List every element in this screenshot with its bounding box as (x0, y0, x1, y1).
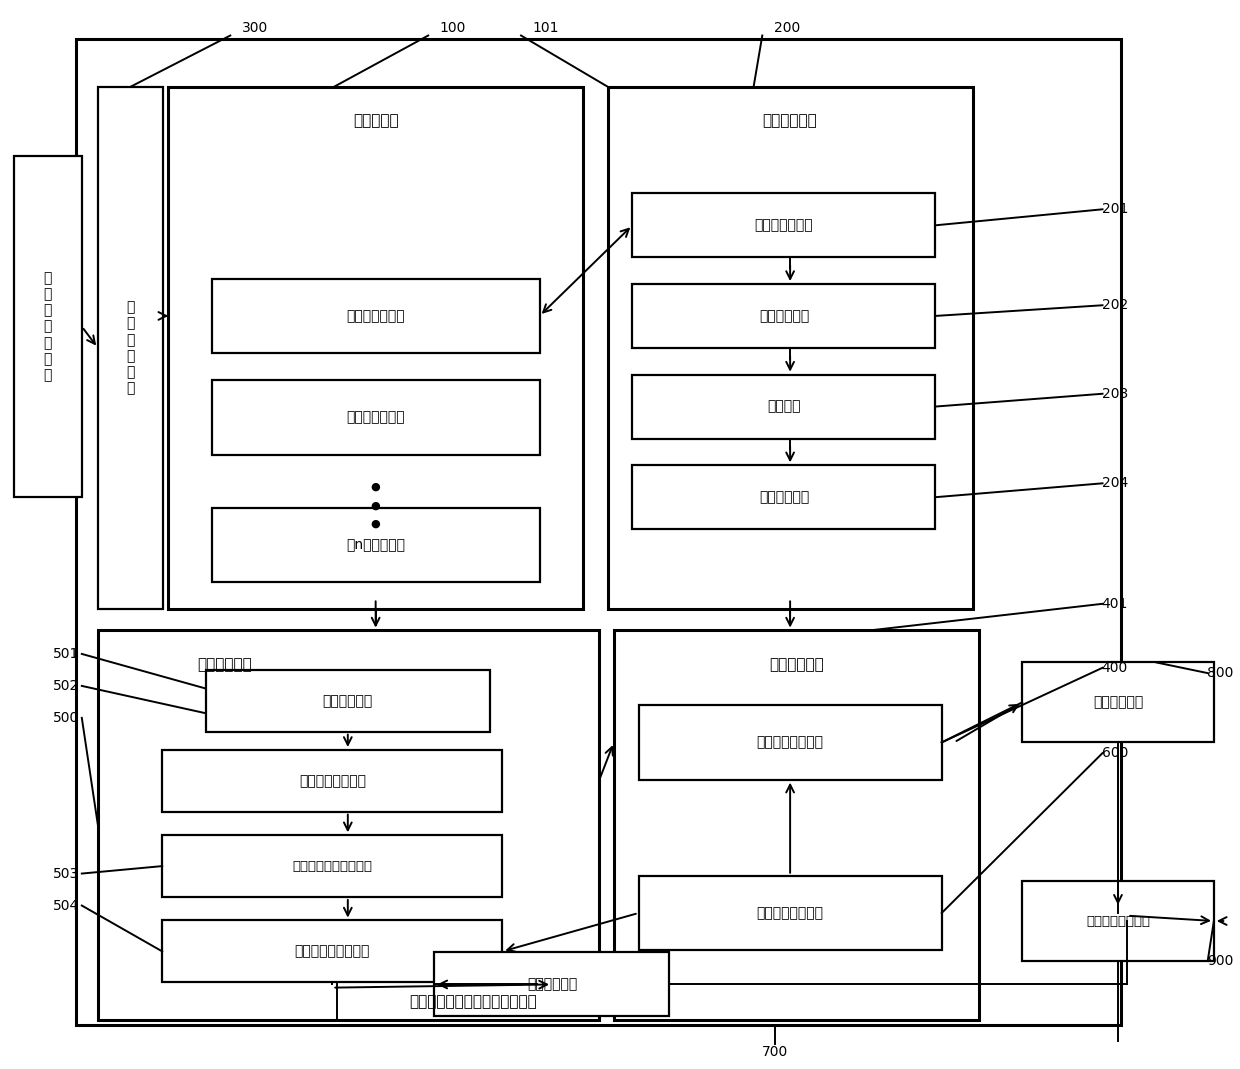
Text: ●: ● (371, 518, 381, 529)
Text: 401: 401 (1101, 597, 1128, 610)
Bar (162, 835, 502, 897)
Bar (632, 374, 935, 438)
Bar (162, 920, 502, 982)
Text: 501: 501 (52, 647, 79, 661)
Text: 204: 204 (1102, 477, 1128, 491)
Text: 牌型输入接口: 牌型输入接口 (322, 694, 373, 708)
Bar (632, 465, 935, 529)
Text: 扑克牌逻辑值生成单元: 扑克牌逻辑值生成单元 (293, 859, 372, 872)
Bar (608, 87, 972, 609)
Text: 存储空间生成单元: 存储空间生成单元 (299, 774, 366, 788)
Text: 外部指令接收模块: 外部指令接收模块 (756, 907, 823, 920)
Text: 二维动态数据结构: 二维动态数据结构 (756, 735, 823, 749)
Text: 400: 400 (1102, 661, 1128, 675)
Text: 随机抽样单元: 随机抽样单元 (759, 309, 808, 323)
Bar (14, 156, 82, 497)
Text: 第二牌型配置表: 第二牌型配置表 (346, 410, 405, 424)
Text: 700: 700 (761, 1044, 787, 1058)
Bar (639, 706, 941, 779)
Text: 200: 200 (774, 21, 800, 35)
Text: 900: 900 (1207, 954, 1234, 969)
Bar (632, 284, 935, 347)
Text: 扑克牌牌型序列的数据处理系统: 扑克牌牌型序列的数据处理系统 (409, 994, 537, 1009)
Text: ●: ● (371, 500, 381, 511)
Text: 第n牌型配置表: 第n牌型配置表 (346, 538, 405, 553)
Text: 800: 800 (1207, 666, 1234, 680)
Text: 模型构建模块: 模型构建模块 (769, 657, 823, 672)
Bar (614, 631, 978, 1020)
Text: 504: 504 (52, 899, 79, 913)
Bar (169, 87, 583, 609)
Text: 600: 600 (1101, 746, 1128, 760)
Bar (162, 749, 502, 811)
Text: 502: 502 (52, 679, 79, 693)
Text: 牌序生成模块: 牌序生成模块 (197, 657, 252, 672)
Text: 牌型配置库: 牌型配置库 (353, 113, 398, 128)
Text: 配
置
库
测
试
接
口: 配 置 库 测 试 接 口 (43, 270, 52, 383)
Bar (212, 379, 539, 454)
Text: 牌型抽样模块: 牌型抽样模块 (763, 113, 817, 128)
Text: 203: 203 (1102, 387, 1128, 401)
Text: 100: 100 (440, 21, 466, 35)
Text: 202: 202 (1102, 298, 1128, 312)
Bar (212, 508, 539, 583)
Bar (206, 670, 490, 732)
Text: 指令接收接口: 指令接收接口 (1092, 696, 1143, 710)
Bar (76, 38, 1121, 1025)
Text: 300: 300 (242, 21, 268, 35)
Text: 牌型生成单元: 牌型生成单元 (759, 491, 808, 505)
Text: 503: 503 (52, 867, 79, 881)
Text: 500: 500 (52, 711, 79, 725)
Text: 配置表调用单元: 配置表调用单元 (755, 218, 813, 232)
Bar (98, 87, 164, 609)
Text: 201: 201 (1101, 202, 1128, 216)
Bar (98, 631, 599, 1020)
Text: 查找单元: 查找单元 (768, 400, 801, 414)
Bar (212, 279, 539, 353)
Text: ●: ● (371, 481, 381, 492)
Bar (639, 876, 941, 950)
Bar (632, 193, 935, 258)
Text: 模
型
建
立
模
块: 模 型 建 立 模 块 (126, 300, 135, 396)
Text: 101: 101 (532, 21, 559, 35)
Text: 扑克牌花色生成单元: 扑克牌花色生成单元 (295, 944, 370, 959)
Text: 第一牌型配置表: 第一牌型配置表 (346, 309, 405, 323)
Bar (1022, 663, 1214, 742)
Text: 完整牌序输出接口: 完整牌序输出接口 (1086, 914, 1149, 928)
Text: 牌序输出模块: 牌序输出模块 (527, 977, 577, 991)
Bar (1022, 881, 1214, 961)
Bar (434, 952, 670, 1017)
